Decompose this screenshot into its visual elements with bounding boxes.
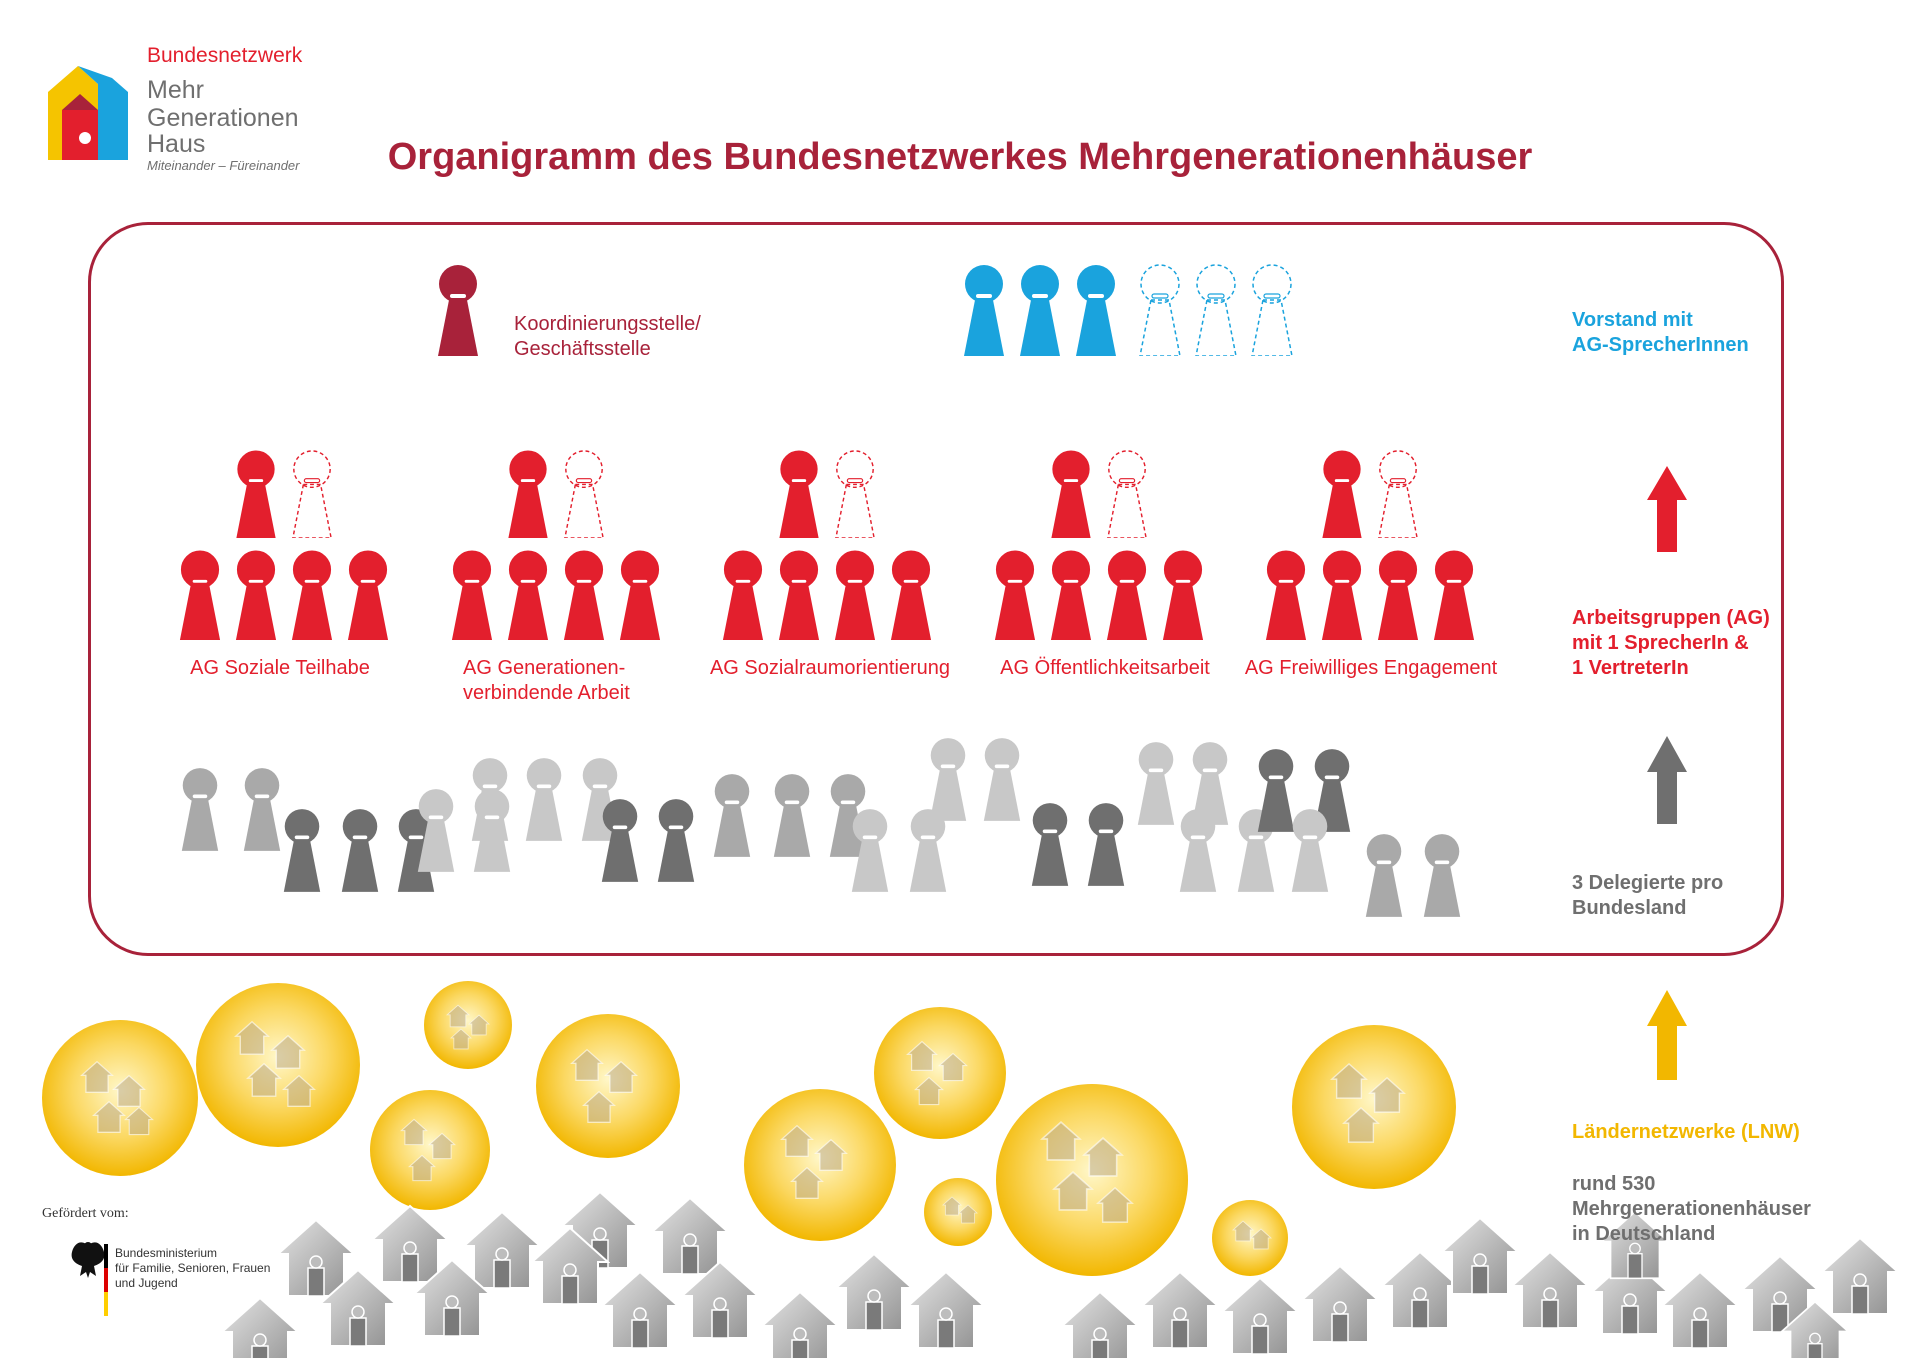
ministry-line3: und Jugend xyxy=(115,1276,178,1290)
lnw-circle xyxy=(536,1014,680,1158)
houses-label-line1: rund 530 xyxy=(1572,1173,1656,1195)
ag-label-oeffentlichkeit: AG Öffentlichkeitsarbeit xyxy=(1000,657,1210,679)
logo-line-2: Generationen xyxy=(147,104,299,132)
lnw-circle xyxy=(924,1178,992,1246)
flag-bar xyxy=(104,1244,108,1316)
house-icon xyxy=(1381,1251,1459,1329)
house-icon xyxy=(835,1253,913,1331)
ag-description-line1: Arbeitsgruppen (AG) xyxy=(1572,607,1770,629)
ministry-line2: für Familie, Senioren, Frauen xyxy=(115,1261,271,1275)
board-label: Vorstand mit AG-SprecherInnen xyxy=(1572,308,1749,358)
house-icon xyxy=(1821,1237,1899,1315)
ag-description: Arbeitsgruppen (AG) mit 1 SprecherIn & 1… xyxy=(1572,606,1770,681)
lnw-circle xyxy=(874,1007,1006,1139)
funded-by-label: Gefördert vom: xyxy=(42,1206,129,1221)
delegates-label: 3 Delegierte pro Bundesland xyxy=(1572,871,1723,921)
logo-line-3: Haus xyxy=(147,130,206,158)
lnw-circle xyxy=(1212,1200,1288,1276)
house-icon xyxy=(1301,1265,1379,1343)
delegates-label-line2: Bundesland xyxy=(1572,897,1687,919)
lnw-label: Ländernetzwerke (LNW) xyxy=(1572,1121,1800,1143)
logo-line-1: Mehr xyxy=(147,76,204,104)
house-icon xyxy=(651,1197,729,1275)
ag-description-line3: 1 VertreterIn xyxy=(1572,657,1689,679)
lnw-circle xyxy=(996,1084,1188,1276)
ag-label-sozialraum: AG Sozialraumorientierung xyxy=(709,657,951,679)
houses-label: rund 530 Mehrgenerationenhäuser in Deuts… xyxy=(1572,1172,1811,1247)
logo-tagline: Miteinander – Füreinander xyxy=(147,158,300,173)
logo-house-icon xyxy=(48,66,128,160)
ag-label-freiwillig: AG Freiwilliges Engagement xyxy=(1244,657,1498,679)
lnw-circle xyxy=(42,1020,198,1176)
ag-label-soziale-teilhabe: AG Soziale Teilhabe xyxy=(190,657,370,679)
ag-description-line2: mit 1 SprecherIn & xyxy=(1572,632,1749,654)
lnw-circle xyxy=(196,983,360,1147)
lnw-circle xyxy=(424,981,512,1069)
house-icon xyxy=(1221,1277,1299,1355)
arrow-up-icon xyxy=(1647,990,1687,1080)
lnw-circle xyxy=(744,1089,896,1241)
house-icon xyxy=(761,1291,839,1358)
house-icon xyxy=(1511,1251,1589,1329)
house-icon xyxy=(1141,1271,1219,1349)
house-icon xyxy=(1661,1271,1739,1349)
house-icon xyxy=(371,1205,449,1283)
arrow-up-icon xyxy=(1647,736,1687,824)
page-title: Organigramm des Bundesnetzwerkes Mehrgen… xyxy=(387,136,1533,178)
coordination-label: Koordinierungsstelle/ Geschäftsstelle xyxy=(514,312,701,362)
coordination-label-line1: Koordinierungsstelle/ xyxy=(514,313,701,335)
land-network-circles xyxy=(42,981,1456,1276)
lnw-circle xyxy=(370,1090,490,1210)
delegates-label-line1: 3 Delegierte pro xyxy=(1572,872,1724,894)
board-label-line2: AG-SprecherInnen xyxy=(1572,334,1749,356)
houses-label-line2: Mehrgenerationenhäuser xyxy=(1572,1198,1811,1220)
coordination-label-line2: Geschäftsstelle xyxy=(514,338,651,360)
house-icon xyxy=(463,1211,541,1289)
house-icon xyxy=(601,1271,679,1349)
ministry-line1: Bundesministerium xyxy=(115,1246,218,1260)
house-icon xyxy=(1061,1291,1139,1358)
house-icon xyxy=(1441,1217,1519,1295)
houses-label-line3: in Deutschland xyxy=(1572,1223,1716,1245)
ministry-name: Bundesministerium für Familie, Senioren,… xyxy=(115,1246,270,1291)
network-frame xyxy=(88,222,1784,956)
logo-network-label: Bundesnetzwerk xyxy=(147,44,303,67)
board-label-line1: Vorstand mit xyxy=(1572,309,1693,331)
lnw-circle xyxy=(1292,1025,1456,1189)
ag-label-generationen: AG Generationen- verbindende Arbeit xyxy=(463,656,693,706)
ag-label-generationen-line2: verbindende Arbeit xyxy=(463,682,630,704)
ag-label-generationen-line1: AG Generationen- xyxy=(463,657,626,679)
federal-eagle-icon xyxy=(71,1242,105,1278)
house-icon xyxy=(907,1271,985,1349)
arrow-up-icon xyxy=(1647,466,1687,552)
house-icon xyxy=(221,1297,299,1358)
